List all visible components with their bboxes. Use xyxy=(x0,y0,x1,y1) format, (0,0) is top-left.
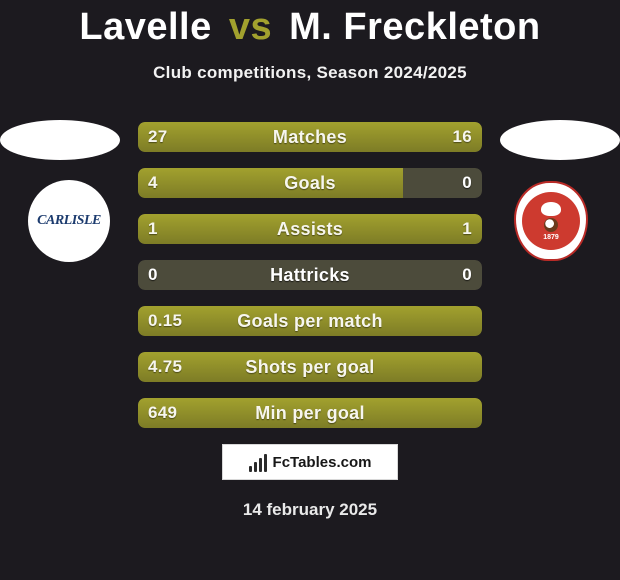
carlisle-logo-text: CARLISLE xyxy=(37,213,101,229)
swindon-year: 1879 xyxy=(543,234,559,241)
stat-value-left: 1 xyxy=(138,214,168,244)
subtitle: Club competitions, Season 2024/2025 xyxy=(0,63,620,83)
swindon-inner-circle: 1879 xyxy=(522,192,580,250)
brand-tld: .com xyxy=(336,454,371,471)
stat-row: Assists1 1 xyxy=(138,214,482,244)
stat-value-left: 4 xyxy=(138,168,168,198)
swindon-ball-icon xyxy=(544,218,558,232)
report-date: 14 february 2025 xyxy=(0,500,620,520)
stat-value-left: 4.75 xyxy=(138,352,192,382)
stat-value-right: 16 xyxy=(442,122,482,152)
stats-container: Matches2716Goals40Assists11Hattricks00Go… xyxy=(138,122,482,444)
stat-row: Goals4 0 xyxy=(138,168,482,198)
stat-value-left: 0 xyxy=(138,260,168,290)
page-title: Lavelle vs M. Freckleton xyxy=(0,0,620,49)
stat-row: Hattricks0 0 xyxy=(138,260,482,290)
stat-label: Hattricks xyxy=(138,260,482,290)
stat-label: Goals xyxy=(138,168,482,198)
stat-row: Matches27 16 xyxy=(138,122,482,152)
stat-value-left: 649 xyxy=(138,398,187,428)
stat-row: Shots per goal4.75 xyxy=(138,352,482,382)
brand-name: FcTables xyxy=(273,454,337,471)
player2-photo-placeholder xyxy=(500,120,620,160)
player2-name: M. Freckleton xyxy=(289,6,540,48)
stat-value-left: 0.15 xyxy=(138,306,192,336)
stat-value-right: 0 xyxy=(452,260,482,290)
brand-badge: FcTables.com xyxy=(222,444,398,480)
brand-text: FcTables.com xyxy=(273,454,372,471)
player1-photo-placeholder xyxy=(0,120,120,160)
brand-chart-icon xyxy=(249,452,269,472)
player1-name: Lavelle xyxy=(79,6,211,48)
stat-value-right: 0 xyxy=(452,168,482,198)
stat-value-right: 1 xyxy=(452,214,482,244)
player1-club-badge: CARLISLE xyxy=(28,180,110,262)
stat-label: Assists xyxy=(138,214,482,244)
stat-row: Min per goal649 xyxy=(138,398,482,428)
stat-label: Matches xyxy=(138,122,482,152)
stat-value-left: 27 xyxy=(138,122,178,152)
stat-row: Goals per match0.15 xyxy=(138,306,482,336)
stat-label: Min per goal xyxy=(138,398,482,428)
swindon-bird-icon xyxy=(541,202,561,216)
swindon-shield: 1879 xyxy=(514,181,588,261)
vs-label: vs xyxy=(229,6,272,48)
player2-club-badge: 1879 xyxy=(510,180,592,262)
